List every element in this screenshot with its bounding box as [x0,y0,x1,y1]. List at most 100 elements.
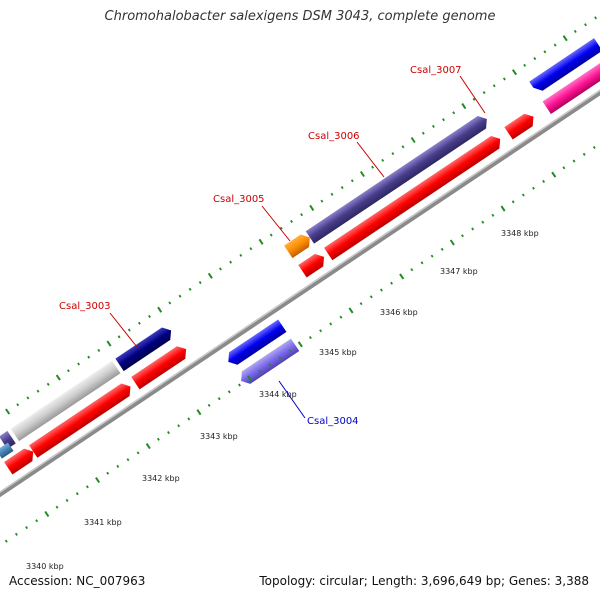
minor-tick [279,226,283,230]
genome-summary-text: Topology: circular; Length: 3,696,649 bp… [259,574,589,588]
gene-arrow [542,58,600,114]
major-tick [500,205,506,212]
minor-tick [492,84,496,88]
gene-label-csal3003[interactable]: Csal_3003 [59,301,111,312]
minor-tick [238,383,241,387]
minor-tick [511,200,515,204]
scale-label: 3346 kbp [380,308,418,317]
minor-tick [156,437,160,441]
minor-tick [117,335,121,339]
leader-line [109,312,138,348]
minor-tick [390,281,393,285]
major-tick [410,136,416,144]
minor-tick [461,234,464,238]
gene-label-csal3005[interactable]: Csal_3005 [213,194,265,205]
minor-tick [187,417,191,421]
minor-tick [126,458,130,462]
major-tick [5,408,11,415]
minor-tick [481,220,485,224]
major-tick [145,443,151,450]
major-tick [196,409,202,416]
minor-tick [288,349,292,353]
genome-backbone [0,15,600,576]
minor-tick [229,260,233,264]
major-tick [247,375,253,382]
minor-tick [410,268,414,272]
gene-csal3005-upper [284,234,310,259]
minor-tick [472,97,476,101]
minor-tick [562,166,566,170]
minor-tick [482,91,486,95]
minor-tick [178,294,182,298]
minor-tick [136,451,140,455]
major-tick [359,170,365,178]
minor-tick [87,355,91,359]
major-tick [157,306,163,313]
major-tick [461,103,467,110]
major-tick [95,477,101,484]
minor-tick [4,539,8,543]
minor-tick [25,526,29,530]
minor-tick [300,213,304,217]
accession-text: Accession: NC_007963 [9,574,146,588]
minor-tick [420,261,424,265]
gene-csal3003-upper [115,327,172,372]
gene-label-csal3006[interactable]: Csal_3006 [308,131,360,142]
minor-tick [219,267,222,271]
minor-tick [239,253,243,257]
minor-tick [137,321,141,325]
minor-tick [278,356,282,360]
scale-label: 3343 kbp [200,432,238,441]
minor-tick [440,247,444,251]
leader-line [356,141,385,178]
gene-csal3004-lower [241,338,300,384]
minor-tick [116,464,120,468]
minor-tick [491,213,495,217]
cds-arrow [324,135,501,261]
minor-tick [258,369,262,373]
minor-tick [168,301,172,305]
minor-tick [371,165,375,169]
cds-arrow [298,253,325,278]
gene-label-csal3007[interactable]: Csal_3007 [410,65,462,76]
major-tick [44,510,50,518]
minor-tick [97,348,101,352]
major-tick [511,69,518,76]
scale-label: 3347 kbp [440,267,478,276]
minor-tick [55,505,59,509]
scale-label: 3344 kbp [259,390,297,399]
cds-arrow [504,113,534,140]
minor-tick [340,186,344,190]
minor-tick [401,145,405,149]
scale-label: 3345 kbp [319,348,357,357]
minor-tick [188,287,192,291]
genome-backbone-highlight [0,15,600,573]
leader-line [459,75,486,114]
major-tick [562,35,568,42]
minor-tick [106,471,110,475]
gene-arrow [10,360,121,442]
scale-label: 3340 kbp [26,562,64,571]
minor-tick [198,281,202,285]
minor-tick [217,397,221,401]
minor-tick [85,485,89,489]
cds-arrow [131,346,187,390]
minor-tick [268,363,272,367]
minor-tick [532,186,535,190]
minor-tick [66,369,70,373]
minor-tick [319,329,323,333]
major-tick [348,307,354,314]
gene-label-csal3004[interactable]: Csal_3004 [307,416,359,427]
major-tick [106,340,112,347]
minor-tick [391,152,395,156]
minor-tick [320,199,324,203]
minor-tick [46,382,50,386]
gene-arrow [529,38,600,91]
minor-tick [553,43,557,47]
minor-tick [442,118,445,122]
minor-tick [431,124,435,128]
minor-tick [36,389,40,393]
outer-tick-track [5,16,598,415]
major-tick [258,238,264,245]
